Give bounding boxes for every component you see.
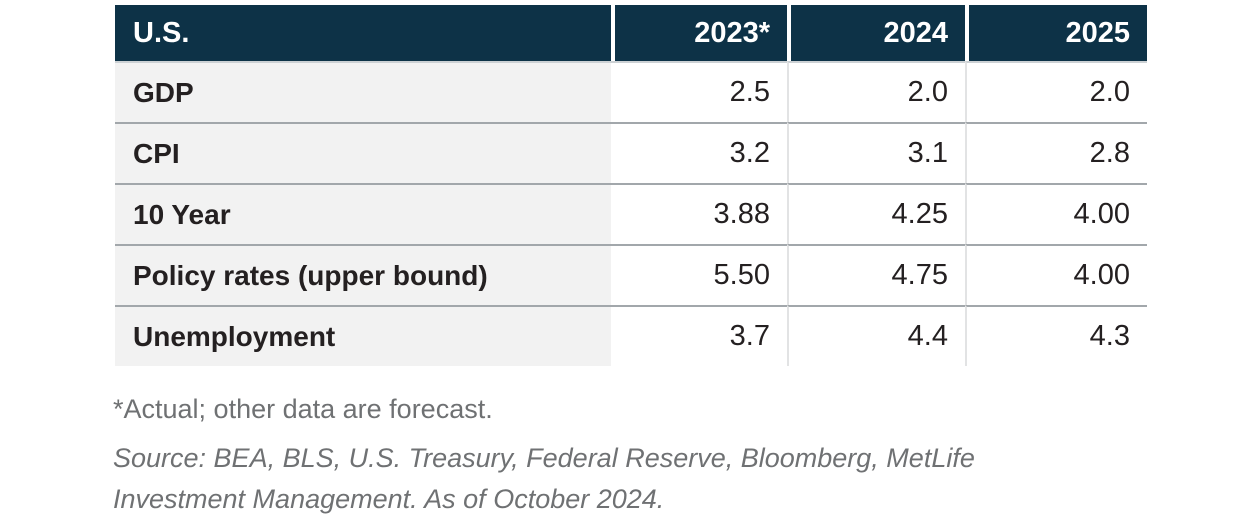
column-header-2024: 2024 xyxy=(787,5,965,61)
value-cell: 4.00 xyxy=(965,183,1147,244)
row-label-cpi: CPI xyxy=(115,122,611,183)
row-label-policy-rates: Policy rates (upper bound) xyxy=(115,244,611,305)
value-cell: 3.88 xyxy=(611,183,787,244)
value-cell: 3.7 xyxy=(611,305,787,366)
value-cell: 2.8 xyxy=(965,122,1147,183)
value-cell: 3.1 xyxy=(787,122,965,183)
value-cell: 4.00 xyxy=(965,244,1147,305)
table-title-cell: U.S. xyxy=(115,5,611,61)
footnote: *Actual; other data are forecast. xyxy=(113,394,493,424)
value-cell: 2.5 xyxy=(611,61,787,122)
value-cell: 2.0 xyxy=(787,61,965,122)
row-label-unemployment: Unemployment xyxy=(115,305,611,366)
column-header-2023: 2023* xyxy=(611,5,787,61)
value-cell: 4.3 xyxy=(965,305,1147,366)
value-cell: 4.25 xyxy=(787,183,965,244)
value-cell: 3.2 xyxy=(611,122,787,183)
value-cell: 4.4 xyxy=(787,305,965,366)
table-notes: *Actual; other data are forecast. Source… xyxy=(113,389,1173,520)
source-line-1: Source: BEA, BLS, U.S. Treasury, Federal… xyxy=(113,443,975,473)
value-cell: 4.75 xyxy=(787,244,965,305)
source-line-2: Investment Management. As of October 202… xyxy=(113,484,665,514)
value-cell: 5.50 xyxy=(611,244,787,305)
row-label-gdp: GDP xyxy=(115,61,611,122)
source-note: Source: BEA, BLS, U.S. Treasury, Federal… xyxy=(113,438,1173,520)
row-label-10-year: 10 Year xyxy=(115,183,611,244)
us-economic-forecast-table: U.S. 2023* 2024 2025 GDP 2.5 2.0 2.0 CPI… xyxy=(115,5,1147,366)
column-header-2025: 2025 xyxy=(965,5,1147,61)
value-cell: 2.0 xyxy=(965,61,1147,122)
